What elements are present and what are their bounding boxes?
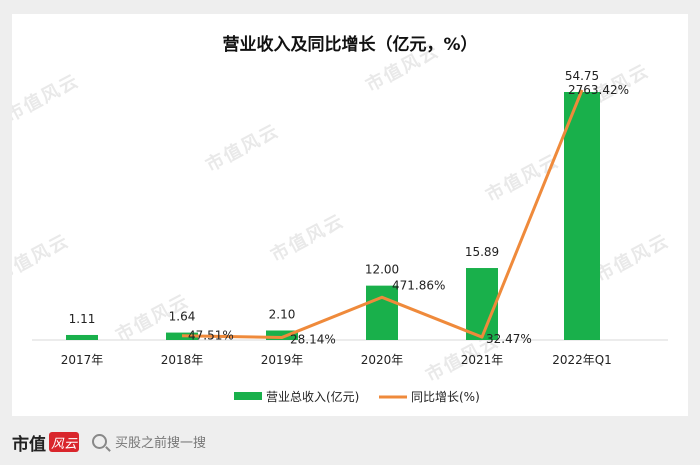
chart-title: 营业收入及同比增长（亿元，%） — [222, 35, 478, 55]
line-data-label: 28.14% — [290, 332, 336, 346]
bar-data-label: 2.10 — [269, 307, 296, 321]
line-series — [181, 89, 584, 339]
bar — [564, 92, 600, 340]
search-placeholder: 买股之前搜一搜 — [115, 435, 207, 451]
bar-data-label: 15.89 — [465, 245, 499, 259]
bar-data-label: 12.00 — [365, 263, 399, 277]
chart-svg: 1.11 2017年 1.64 2018年 2.10 2019年 12.00 2020年 15.… — [32, 69, 668, 404]
legend-label-line: 同比增长(%) — [411, 390, 480, 404]
x-tick-label: 2020年 — [361, 353, 404, 367]
line-data-label: 47.51% — [188, 329, 234, 343]
bar-data-label: 54.75 — [565, 69, 599, 83]
legend-label-bar: 营业总收入(亿元) — [266, 389, 359, 404]
legend-swatch-bar — [234, 392, 262, 400]
bar — [466, 268, 498, 340]
x-tick-label: 2021年 — [461, 353, 504, 367]
x-tick-label: 2018年 — [161, 353, 204, 367]
brand-logo[interactable]: 市值 风云 — [12, 431, 79, 455]
line-data-label: 32.47% — [486, 332, 532, 346]
bar — [266, 330, 298, 340]
x-tick-label: 2017年 — [61, 353, 104, 367]
bar-data-label: 1.11 — [69, 312, 96, 326]
logo-text: 市值 — [12, 434, 46, 455]
bar — [66, 334, 98, 340]
line-data-label: 2763.42% — [568, 83, 629, 97]
x-tick-label: 2019年 — [261, 353, 304, 367]
line-data-label: 471.86% — [392, 278, 445, 292]
x-tick-label: 2022年Q1 — [552, 353, 612, 367]
bar-data-label: 1.64 — [169, 310, 196, 324]
bar — [366, 285, 398, 340]
search-box[interactable]: 买股之前搜一搜 — [92, 428, 242, 454]
search-icon — [92, 433, 107, 449]
chart-card: 市值风云 市值风云 市值风云 市值风云 市值风云 市值风云 市值风云 市值风云 … — [12, 14, 688, 416]
logo-mark: 风云 — [49, 432, 79, 452]
footer-bar: 市值 风云 买股之前搜一搜 — [0, 420, 700, 465]
